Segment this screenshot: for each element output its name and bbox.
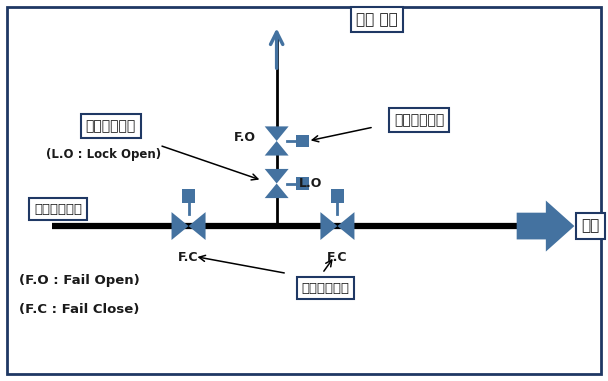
Polygon shape bbox=[264, 169, 289, 184]
Text: 버너: 버너 bbox=[582, 219, 600, 234]
Text: (F.O : Fail Open): (F.O : Fail Open) bbox=[19, 274, 140, 287]
Polygon shape bbox=[517, 200, 575, 251]
Polygon shape bbox=[337, 212, 354, 240]
Text: F.C: F.C bbox=[327, 251, 348, 264]
Text: F.O: F.O bbox=[234, 131, 256, 144]
Text: 안전 지역: 안전 지역 bbox=[356, 12, 398, 27]
Text: 연료공급배관: 연료공급배관 bbox=[34, 203, 82, 216]
Text: (F.C : Fail Close): (F.C : Fail Close) bbox=[19, 303, 139, 316]
Polygon shape bbox=[320, 212, 337, 240]
Text: 긴급차단밸브: 긴급차단밸브 bbox=[302, 282, 349, 295]
Polygon shape bbox=[264, 141, 289, 155]
FancyBboxPatch shape bbox=[296, 135, 309, 147]
Text: L.O: L.O bbox=[299, 177, 322, 190]
Text: (L.O : Lock Open): (L.O : Lock Open) bbox=[46, 149, 161, 162]
FancyBboxPatch shape bbox=[182, 189, 195, 203]
FancyBboxPatch shape bbox=[296, 177, 309, 190]
Text: F.C: F.C bbox=[178, 251, 199, 264]
Polygon shape bbox=[171, 212, 188, 240]
Text: 비상배출밸브: 비상배출밸브 bbox=[395, 113, 444, 127]
Text: 수동차단밸브: 수동차단밸브 bbox=[86, 119, 136, 133]
Polygon shape bbox=[264, 126, 289, 141]
FancyBboxPatch shape bbox=[331, 189, 344, 203]
Polygon shape bbox=[264, 184, 289, 198]
Polygon shape bbox=[188, 212, 206, 240]
